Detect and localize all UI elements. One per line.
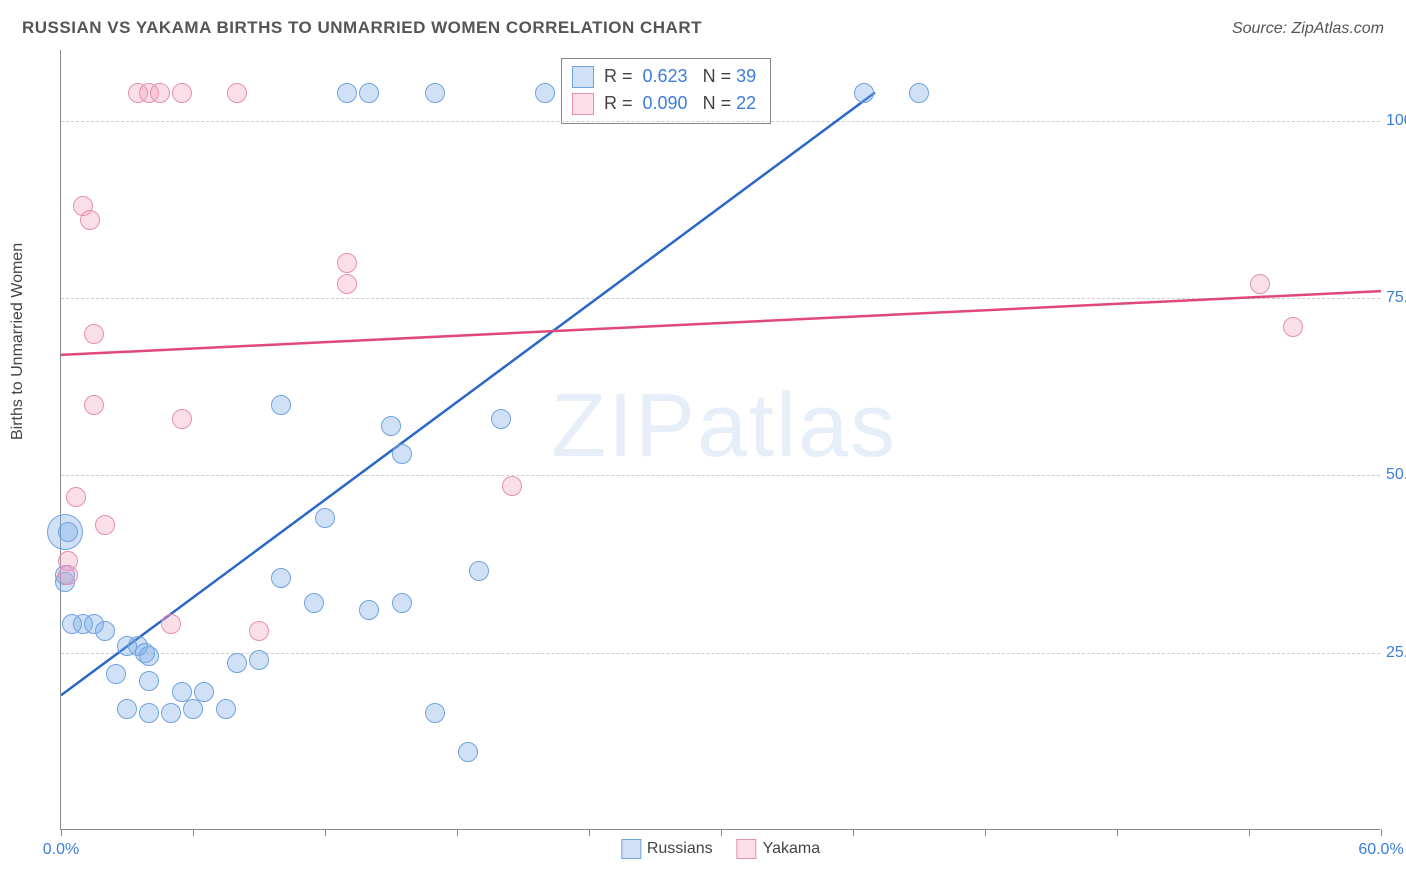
scatter-plot: ZIPatlas R = 0.623 N = 39R = 0.090 N = 2… [60,50,1380,830]
gridline [61,121,1380,122]
data-point-russians [194,682,214,702]
data-point-russians [304,593,324,613]
data-point-russians [458,742,478,762]
y-axis-label: Births to Unmarried Women [9,243,27,440]
x-tick [985,829,986,836]
data-point-russians [392,444,412,464]
stats-legend: R = 0.623 N = 39R = 0.090 N = 22 [561,58,771,124]
data-point-russians [249,650,269,670]
data-point-russians [139,671,159,691]
stats-row-yakama: R = 0.090 N = 22 [572,90,756,117]
data-point-yakama [1250,274,1270,294]
watermark: ZIPatlas [551,375,897,478]
trend-line-russians [61,93,875,696]
data-point-russians [359,600,379,620]
x-tick [325,829,326,836]
stats-row-russians: R = 0.623 N = 39 [572,63,756,90]
data-point-russians [172,682,192,702]
data-point-russians [58,522,78,542]
data-point-russians [381,416,401,436]
x-tick [853,829,854,836]
x-tick-label: 0.0% [43,841,79,859]
data-point-russians [469,561,489,581]
data-point-russians [62,614,82,634]
data-point-yakama [337,253,357,273]
data-point-yakama [1283,317,1303,337]
legend-item-yakama: Yakama [737,839,821,859]
data-point-yakama [84,324,104,344]
data-point-russians [227,653,247,673]
data-point-yakama [66,487,86,507]
data-point-russians [425,83,445,103]
data-point-russians [216,699,236,719]
source-label: Source: ZipAtlas.com [1232,20,1384,38]
swatch-russians [621,839,641,859]
data-point-yakama [502,476,522,496]
data-point-russians [106,664,126,684]
legend-item-russians: Russians [621,839,713,859]
x-tick [61,829,62,836]
data-point-russians [117,699,137,719]
data-point-yakama [95,515,115,535]
swatch-yakama [572,93,594,115]
data-point-russians [854,83,874,103]
x-tick [193,829,194,836]
data-point-russians [425,703,445,723]
x-tick [589,829,590,836]
x-tick [1249,829,1250,836]
data-point-russians [139,646,159,666]
data-point-russians [392,593,412,613]
data-point-russians [535,83,555,103]
data-point-russians [161,703,181,723]
chart-title: RUSSIAN VS YAKAMA BIRTHS TO UNMARRIED WO… [22,18,702,38]
gridline [61,298,1380,299]
y-tick-label: 100.0% [1386,112,1406,130]
x-tick [721,829,722,836]
data-point-yakama [161,614,181,634]
data-point-yakama [58,565,78,585]
data-point-yakama [150,83,170,103]
gridline [61,475,1380,476]
x-tick-label: 60.0% [1358,841,1403,859]
data-point-yakama [172,83,192,103]
y-tick-label: 25.0% [1386,644,1406,662]
swatch-yakama [737,839,757,859]
data-point-russians [359,83,379,103]
data-point-russians [271,568,291,588]
data-point-yakama [172,409,192,429]
data-point-russians [95,621,115,641]
data-point-russians [271,395,291,415]
data-point-yakama [249,621,269,641]
x-tick [1117,829,1118,836]
data-point-russians [491,409,511,429]
data-point-russians [315,508,335,528]
data-point-russians [183,699,203,719]
swatch-russians [572,66,594,88]
data-point-russians [909,83,929,103]
data-point-russians [139,703,159,723]
x-tick [457,829,458,836]
y-tick-label: 75.0% [1386,289,1406,307]
data-point-yakama [84,395,104,415]
y-tick-label: 50.0% [1386,466,1406,484]
data-point-yakama [337,274,357,294]
x-tick [1381,829,1382,836]
series-legend: Russians Yakama [621,839,820,859]
trend-line-yakama [61,291,1381,355]
data-point-yakama [227,83,247,103]
data-point-russians [337,83,357,103]
data-point-yakama [80,210,100,230]
trend-lines [61,50,1381,830]
